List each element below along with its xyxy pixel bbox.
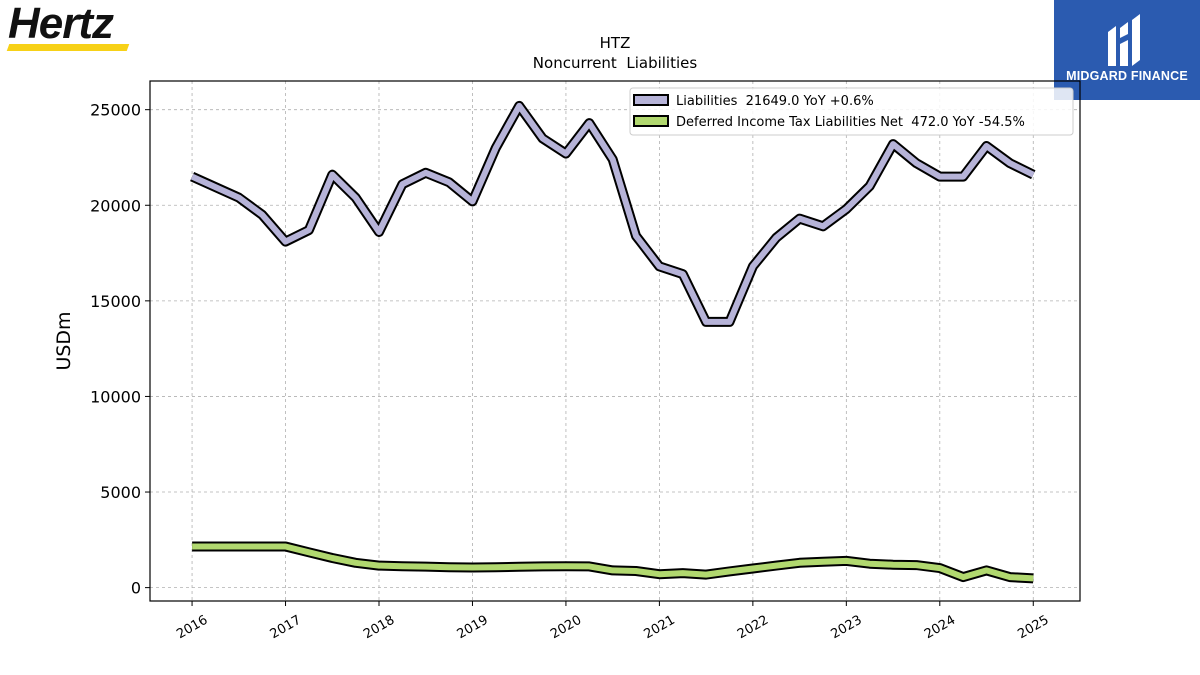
x-tick-label: 2022 bbox=[735, 613, 771, 643]
x-tick-label: 2020 bbox=[548, 613, 584, 643]
x-tick-label: 2021 bbox=[642, 613, 678, 643]
brand-logo: Hertz bbox=[6, 0, 138, 54]
y-tick-label: 5000 bbox=[100, 483, 141, 502]
publisher-name: MIDGARD FINANCE bbox=[1066, 69, 1188, 83]
series-0-line bbox=[190, 102, 1035, 325]
brand-logo-text: Hertz bbox=[8, 0, 114, 48]
legend-label-1: Deferred Income Tax Liabilities Net 472.… bbox=[676, 115, 1025, 130]
series-lines bbox=[190, 100, 1036, 584]
x-tick-label: 2023 bbox=[829, 613, 865, 643]
legend-swatch-0 bbox=[633, 94, 669, 106]
legend-box bbox=[629, 87, 1074, 136]
x-tick-label: 2017 bbox=[268, 613, 304, 643]
y-tick-label: 20000 bbox=[90, 196, 141, 215]
y-tick-label: 0 bbox=[131, 579, 141, 598]
publisher-logo-icon bbox=[1108, 14, 1140, 66]
plot-frame bbox=[149, 80, 1081, 602]
x-tick-label: 2019 bbox=[455, 613, 491, 643]
x-tick-label: 2025 bbox=[1015, 613, 1051, 643]
x-tick-label: 2016 bbox=[174, 613, 210, 643]
legend-label-0: Liabilities 21649.0 YoY +0.6% bbox=[676, 94, 874, 109]
y-axis-label: USDm bbox=[53, 311, 75, 370]
x-tick-label: 2024 bbox=[922, 613, 958, 643]
x-tick-labels: 2016 2017 2018 2019 2020 2021 2022 2023 2024 2025 bbox=[174, 601, 1052, 643]
y-tick-label: 10000 bbox=[90, 387, 141, 406]
legend-swatch-1 bbox=[633, 115, 669, 127]
y-tick-label: 15000 bbox=[90, 292, 141, 311]
x-tick-label: 2018 bbox=[361, 613, 397, 643]
legend: Liabilities 21649.0 YoY +0.6% Deferred In… bbox=[629, 87, 1074, 136]
chart-subtitle: Noncurrent Liabilities bbox=[533, 54, 698, 72]
y-tick-labels: 0 5000 10000 15000 20000 25000 bbox=[90, 101, 150, 598]
y-tick-label: 25000 bbox=[90, 101, 141, 120]
publisher-badge: MIDGARD FINANCE bbox=[1054, 0, 1200, 100]
chart-title: HTZ bbox=[600, 34, 631, 52]
series-1-line bbox=[192, 543, 1034, 582]
